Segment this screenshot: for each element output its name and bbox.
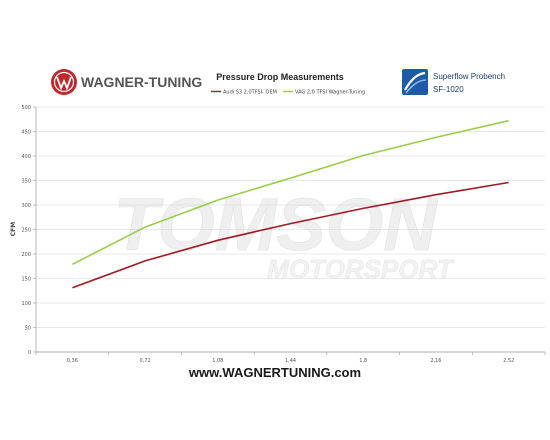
data-point bbox=[508, 120, 510, 122]
chart-series bbox=[71, 119, 510, 289]
y-axis-title: CFM bbox=[10, 222, 17, 237]
data-point bbox=[71, 287, 73, 289]
watermark-line1: TOMSON bbox=[113, 183, 438, 266]
y-tick-label: 250 bbox=[21, 227, 31, 233]
series-oem bbox=[71, 181, 510, 289]
series-line bbox=[72, 181, 509, 289]
x-tick-label: 2,16 bbox=[430, 358, 441, 364]
y-tick-label: 0 bbox=[28, 350, 31, 356]
data-point bbox=[290, 223, 292, 225]
x-axis-ticks: 0,36 0,72 1,08 1,44 1,8 2,16 2,52 bbox=[35, 352, 546, 364]
chart-legend: Audi S3 2,0TFSI- OEM VAG 2,0 TFSI Wagner-… bbox=[211, 89, 365, 95]
data-point bbox=[290, 177, 292, 179]
chart-title: Pressure Drop Measurements bbox=[216, 72, 344, 82]
data-point bbox=[71, 263, 73, 265]
data-point bbox=[508, 182, 510, 184]
superflow-badge-icon bbox=[402, 69, 428, 95]
legend-label: Audi S3 2,0TFSI- OEM bbox=[223, 89, 277, 95]
series-wagner-tuning bbox=[71, 119, 510, 266]
x-tick-label: 1,44 bbox=[285, 358, 296, 364]
data-point bbox=[435, 136, 437, 138]
superflow-swoosh2-icon bbox=[405, 79, 427, 94]
data-point bbox=[217, 199, 219, 201]
superflow-swoosh-icon bbox=[404, 71, 426, 91]
y-tick-label: 50 bbox=[25, 325, 31, 331]
y-tick-label: 150 bbox=[21, 276, 31, 282]
x-tick-label: 0,72 bbox=[140, 358, 151, 364]
chart-grid bbox=[36, 106, 545, 353]
y-tick-label: 500 bbox=[21, 105, 31, 111]
data-point bbox=[362, 208, 364, 210]
x-tick-label: 1,8 bbox=[359, 358, 367, 364]
data-point bbox=[435, 194, 437, 196]
y-tick-label: 450 bbox=[21, 129, 31, 135]
x-tick-label: 1,08 bbox=[212, 358, 223, 364]
y-tick-label: 300 bbox=[21, 203, 31, 209]
y-tick-label: 350 bbox=[21, 178, 31, 184]
x-tick-label: 0,36 bbox=[67, 358, 78, 364]
bench-line2: SF-1020 bbox=[433, 85, 464, 94]
wagner-logo-text: WAGNER-TUNING bbox=[81, 74, 202, 90]
superflow-logo: Superflow Probench SF-1020 bbox=[402, 69, 505, 95]
data-point bbox=[217, 239, 219, 241]
tomson-motorsport-watermark: TOMSON MOTORSPORT bbox=[113, 183, 455, 285]
watermark-line2: MOTORSPORT bbox=[267, 254, 455, 284]
bench-line1: Superflow Probench bbox=[433, 72, 505, 81]
y-tick-label: 200 bbox=[21, 252, 31, 258]
y-axis-ticks: 0 50 100 150 200 250 300 350 400 450 500 bbox=[21, 105, 36, 356]
y-tick-label: 400 bbox=[21, 154, 31, 160]
wagner-logo-ring-icon bbox=[53, 71, 75, 93]
legend-label: VAG 2,0 TFSI Wagner-Tuning bbox=[295, 89, 365, 95]
wagner-tuning-logo: WAGNER-TUNING bbox=[51, 69, 202, 95]
x-tick-label: 2,52 bbox=[503, 358, 514, 364]
y-tick-label: 100 bbox=[21, 301, 31, 307]
data-point bbox=[144, 226, 146, 228]
data-point bbox=[362, 155, 364, 157]
footer-url: www.WAGNERTUNING.com bbox=[188, 365, 361, 380]
data-point bbox=[144, 260, 146, 262]
series-line bbox=[72, 119, 509, 266]
wagner-logo-w-icon bbox=[56, 76, 72, 91]
